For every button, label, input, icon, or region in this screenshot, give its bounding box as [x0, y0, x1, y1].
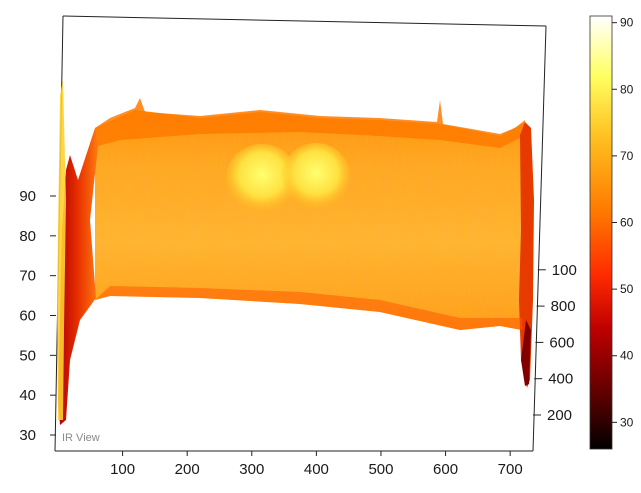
x-tick-label: 100	[110, 461, 135, 478]
x-tick-label: 700	[498, 461, 523, 478]
z-tick-label: 70	[19, 268, 36, 285]
surface-bottom-shade	[95, 286, 522, 330]
x-tick-label: 500	[368, 461, 393, 478]
ir-surface	[57, 80, 534, 425]
colorbar-tick-label: 30	[620, 415, 634, 429]
colorbar-tick-label: 90	[620, 16, 634, 30]
surface-right-dip	[521, 320, 531, 386]
y-tick-label: 200	[547, 407, 572, 424]
hotspot-right	[282, 143, 350, 209]
z-tick-label: 80	[19, 228, 36, 245]
x-tick-label: 600	[433, 461, 458, 478]
surface-top-ridge	[95, 98, 525, 148]
y-axis: 200 400 600 800 100	[533, 262, 577, 424]
surface-right-wall	[519, 122, 534, 388]
surface-left-wall	[58, 128, 98, 425]
z-tick-label: 40	[19, 387, 36, 404]
colorbar-tick-label: 40	[620, 349, 634, 363]
x-tick-label: 200	[175, 461, 200, 478]
colorbar-tick-label: 60	[620, 216, 634, 230]
z-tick-label: 30	[19, 427, 36, 444]
x-tick-label: 400	[304, 461, 329, 478]
y-tick-label: 800	[551, 298, 576, 315]
y-tick-label: 100	[552, 262, 577, 279]
z-axis: 30 40 50 60 70 80 90	[19, 188, 56, 444]
z-tick-label: 60	[19, 308, 36, 325]
surface-texture	[95, 110, 530, 330]
colorbar-tick-label: 80	[620, 82, 634, 96]
z-tick-label: 90	[19, 188, 36, 205]
colorbar: 30 40 50 60 70 80 90	[589, 15, 634, 450]
y-tick-label: 600	[549, 334, 574, 351]
x-tick-label: 300	[239, 461, 264, 478]
y-tick-label: 400	[548, 371, 573, 388]
colorbar-tick-label: 70	[620, 149, 634, 163]
x-axis: 100 200 300 400 500 600 700	[110, 451, 523, 478]
colorbar-ticks: 30 40 50 60 70 80 90	[612, 16, 634, 429]
surface-left-spike	[57, 80, 66, 420]
z-tick-label: 50	[19, 347, 36, 364]
ir-view-label: IR View	[62, 432, 100, 444]
colorbar-tick-label: 50	[620, 282, 634, 296]
colorbar-gradient	[589, 15, 613, 450]
hotspot-left	[226, 144, 298, 212]
